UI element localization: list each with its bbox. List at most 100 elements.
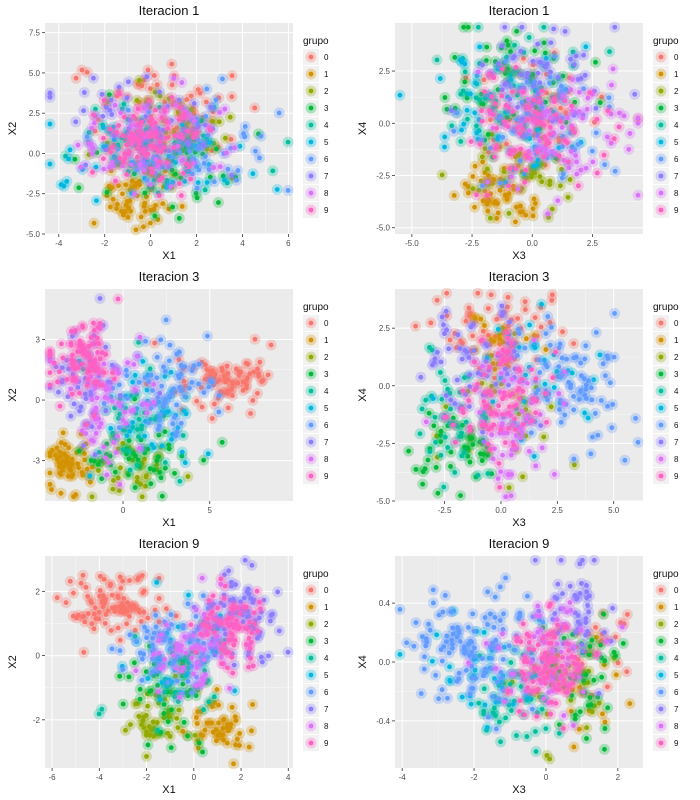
data-point [87, 473, 93, 479]
data-point [210, 119, 216, 124]
data-point [560, 73, 566, 79]
data-point [583, 386, 589, 392]
data-point [492, 154, 497, 160]
data-point [532, 109, 538, 115]
data-point [217, 164, 223, 170]
data-point [454, 377, 460, 383]
series-grupo-1 [44, 427, 98, 503]
data-point [153, 202, 158, 208]
data-point [506, 410, 512, 416]
data-point [612, 168, 618, 174]
data-point [159, 115, 165, 121]
data-point [571, 456, 577, 462]
legend-key-dot [658, 456, 664, 462]
legend-label: 2 [674, 353, 679, 362]
panel-iteracion-3-x1-x2: 0 5 -3 0 3 Iteracion 3 X1 X2 grupo 0 1 2 3 4 5 6 7 8 9 [0, 266, 350, 533]
data-point [166, 148, 172, 154]
data-point [539, 301, 544, 307]
data-point [550, 118, 555, 124]
data-point [60, 355, 66, 361]
data-point [233, 366, 239, 372]
data-point [427, 449, 433, 454]
data-point [181, 112, 187, 117]
data-point [583, 165, 589, 171]
data-point [437, 76, 443, 81]
data-point [530, 206, 536, 212]
legend-label: 7 [674, 172, 679, 181]
data-point [568, 130, 573, 136]
data-point [559, 88, 565, 94]
data-point [529, 174, 534, 180]
data-point [508, 493, 514, 499]
y-tick-label: 0.0 [379, 119, 391, 128]
data-point [563, 111, 569, 117]
data-point [519, 24, 525, 30]
data-point [541, 357, 547, 363]
data-point [518, 48, 524, 54]
data-point [520, 388, 526, 394]
y-tick-label: 2.5 [29, 109, 41, 118]
series-grupo-2 [436, 128, 576, 224]
data-point [459, 430, 465, 436]
data-point [535, 149, 540, 155]
data-point [169, 436, 174, 442]
data-point [502, 71, 508, 76]
data-point [169, 61, 175, 67]
data-point [557, 374, 563, 380]
data-point [569, 103, 574, 109]
data-point [138, 437, 144, 443]
data-point [79, 361, 85, 367]
data-point [531, 196, 537, 202]
data-point [560, 144, 565, 149]
data-point [522, 171, 527, 177]
data-point [156, 619, 162, 625]
legend-item-4: 4 [303, 383, 329, 399]
data-point [470, 333, 476, 339]
data-point [78, 349, 84, 355]
data-point [115, 593, 121, 599]
data-point [587, 90, 593, 96]
data-point [111, 154, 117, 159]
data-point [132, 191, 137, 197]
data-point [59, 379, 65, 385]
data-point [137, 182, 142, 188]
data-point [447, 390, 453, 396]
data-point [181, 378, 187, 384]
legend-item-2: 2 [303, 83, 329, 99]
data-point [97, 321, 103, 326]
legend-label: 8 [674, 189, 679, 198]
data-point [482, 89, 488, 95]
data-point [547, 125, 553, 130]
legend-item-5: 5 [303, 134, 329, 150]
x-tick-label: 5 [208, 506, 213, 515]
data-point [209, 416, 215, 421]
data-point [81, 443, 86, 448]
data-point [83, 584, 89, 590]
data-point [58, 440, 64, 445]
data-point [528, 79, 534, 84]
data-point [510, 55, 516, 61]
data-point [157, 89, 162, 95]
legend-item-2: 2 [653, 349, 679, 365]
data-point [175, 109, 181, 115]
data-point [195, 180, 201, 185]
legend-label: 5 [674, 404, 679, 413]
data-point [90, 169, 95, 175]
data-point [499, 93, 505, 99]
data-point [551, 96, 557, 102]
data-point [571, 355, 577, 361]
data-point [553, 349, 558, 355]
data-point [520, 474, 526, 480]
data-point [570, 125, 576, 131]
data-point [176, 357, 182, 362]
data-point [530, 396, 536, 401]
data-point [583, 343, 589, 349]
data-point [605, 403, 610, 409]
data-point [475, 24, 481, 30]
data-point [541, 434, 547, 440]
data-point [143, 338, 148, 344]
data-point [167, 393, 172, 399]
data-point [452, 55, 458, 60]
data-point [537, 412, 543, 417]
data-point [180, 135, 186, 141]
